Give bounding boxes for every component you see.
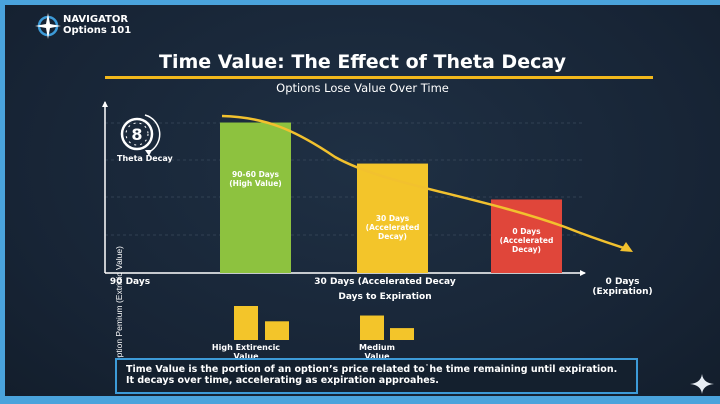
brand-name: NAVIGATOR: [63, 14, 129, 25]
bar-3: [491, 199, 562, 273]
bar-2: [357, 163, 428, 273]
bar-label-2: 30 Days (Accelerated Decay): [357, 214, 428, 241]
x-tick-30-days: 30 Days (Accelerated Decay: [314, 277, 456, 287]
page-title: Time Value: The Effect of Theta Decay: [159, 51, 566, 73]
bar-label-line: 30 Days: [375, 213, 410, 223]
sparkle-icon: [690, 374, 714, 394]
legend-bar: [265, 321, 289, 340]
legend-bar: [234, 306, 258, 340]
decay-chart: [102, 101, 633, 276]
x-axis-label: Days to Expiration: [338, 292, 432, 302]
svg-text:8: 8: [131, 125, 142, 144]
theta-decay-curve: [221, 114, 631, 252]
legend-bar: [390, 328, 414, 340]
page-subtitle: Options Lose Value Over Time: [276, 81, 449, 95]
bar-1: [220, 122, 291, 274]
info-box: Time Value is the portion of an option’s…: [115, 358, 638, 394]
x-tick-0-days: 0 Days (Expiration): [592, 277, 653, 297]
x-axis-arrow: [580, 270, 586, 276]
bar-label-line: (Accelerated: [499, 236, 554, 246]
bar-label-3: 0 Days (Accelerated Decay): [491, 227, 562, 254]
legend-label-high: High Extirencic Value: [211, 343, 281, 361]
curve-arrowhead: [620, 242, 633, 252]
y-axis-arrow: [102, 101, 108, 107]
bar-label-line: Decay): [378, 231, 407, 241]
bar-label-line: (High Value): [229, 178, 282, 188]
brand-tagline: Options 101: [63, 25, 132, 36]
bar-label-line: (Accelerated: [365, 222, 420, 232]
bar-label-line: Decay): [512, 245, 541, 255]
bar-label-1: 90-60 Days (High Value): [220, 170, 291, 188]
theta-decay-label: Theta Decay: [117, 154, 173, 163]
slide: NAVIGATOR Options 101 Time Value: The Ef…: [5, 5, 720, 396]
legend-bars: [234, 306, 414, 340]
legend-bar: [360, 315, 384, 340]
bar-label-line: 0 Days: [512, 227, 541, 237]
brand: NAVIGATOR Options 101: [63, 14, 131, 36]
stopwatch-theta-icon: 8: [120, 114, 161, 156]
bar-label-line: 90-60 Days: [231, 169, 279, 179]
x-tick-90-days: 90 Days: [109, 277, 151, 287]
title-underline: [105, 76, 653, 79]
legend-label-medium: Medium Value: [359, 343, 395, 361]
compass-icon: [35, 13, 61, 39]
